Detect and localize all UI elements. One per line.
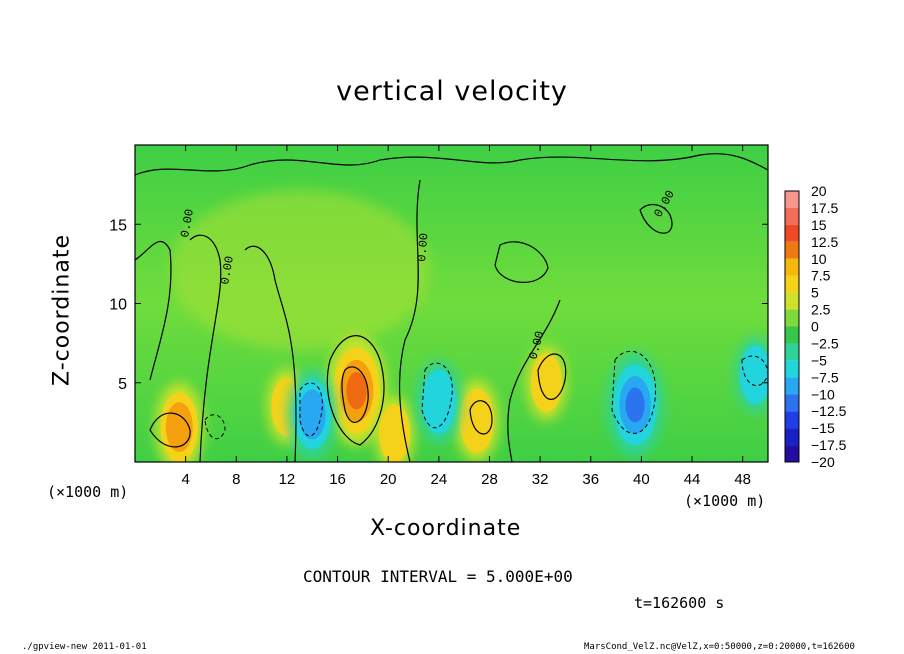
contour-label: 0.00 <box>415 232 431 262</box>
x-tick-label: 36 <box>582 471 599 488</box>
colorbar-swatch <box>785 445 799 462</box>
x-tick-label: 28 <box>481 471 498 488</box>
chart-title: vertical velocity <box>336 76 568 107</box>
y-axis-label: Z-coordinate <box>49 234 75 386</box>
colorbar-swatch <box>785 292 799 310</box>
colorbar-swatch <box>785 309 799 327</box>
x-tick-label: 4 <box>181 471 189 488</box>
colorbar-swatch <box>785 191 799 208</box>
colorbar-label: 5 <box>811 285 819 301</box>
colorbar-label: 15 <box>811 217 827 233</box>
x-tick-label: 32 <box>532 471 549 488</box>
contour-line <box>494 241 549 283</box>
field-downdraft <box>625 387 645 423</box>
x-tick-label: 40 <box>633 471 650 488</box>
contour-label: 0.00 <box>218 255 237 286</box>
colorbar-label: 7.5 <box>811 268 831 284</box>
footer-right: MarsCond_VelZ.nc@VelZ,x=0:50000,z=0:2000… <box>584 642 855 652</box>
contour-line <box>135 153 768 176</box>
field-updraft <box>378 404 411 462</box>
colorbar-label: −12.5 <box>811 403 847 419</box>
x-tick-label: 44 <box>684 471 701 488</box>
colorbar-label: −2.5 <box>811 335 839 351</box>
x-tick-label: 24 <box>430 471 447 488</box>
contour-line-negative <box>611 350 657 434</box>
contour-line <box>326 335 385 446</box>
y-tick-label: 10 <box>109 297 127 314</box>
contour-line <box>639 203 673 234</box>
colorbar-swatch <box>785 258 799 276</box>
contour-interval: CONTOUR INTERVAL = 5.000E+00 <box>303 567 573 586</box>
y-axis-unit: (×1000 m) <box>47 483 129 501</box>
colorbar-label: 17.5 <box>811 200 838 216</box>
colorbar-label: 2.5 <box>811 302 831 318</box>
colorbar-label: −20 <box>811 454 835 470</box>
colorbar-label: −10 <box>811 386 835 402</box>
contour-line-negative <box>204 414 226 440</box>
field-updraft <box>530 353 563 412</box>
contour-line <box>149 412 191 448</box>
contour-label: 0.00 <box>178 208 197 239</box>
colorbar-label: −15 <box>811 420 835 436</box>
contour-line <box>398 179 421 462</box>
colorbar-swatch <box>785 343 799 361</box>
x-tick-label: 12 <box>279 471 296 488</box>
time-label: t=162600 s <box>634 594 725 612</box>
contour-line-negative <box>421 362 453 429</box>
colorbar-label: 20 <box>811 183 827 199</box>
contour-line <box>189 234 222 462</box>
colorbar-swatch <box>785 224 799 242</box>
colorbar-swatch <box>785 241 799 259</box>
contour-line <box>507 299 561 462</box>
colorbar-frame <box>784 190 800 463</box>
field-downdraft <box>739 345 768 405</box>
colorbar-swatch <box>785 326 799 344</box>
colorbar-swatch <box>785 207 799 225</box>
contour-line <box>469 400 493 435</box>
contour-line <box>135 241 172 381</box>
x-axis-unit: (×1000 m) <box>684 492 766 510</box>
colorbar-swatch <box>785 394 799 412</box>
colorbar-label: −17.5 <box>811 437 847 453</box>
x-axis-label: X-coordinate <box>370 516 522 541</box>
contour-line <box>537 353 567 400</box>
colorbar-swatch <box>785 411 799 429</box>
x-tick-label: 16 <box>329 471 346 488</box>
colorbar-swatch <box>785 275 799 293</box>
x-tick-label: 20 <box>380 471 397 488</box>
y-tick-label: 5 <box>118 376 127 393</box>
colorbar-label: 0 <box>811 319 819 335</box>
x-tick-label: 48 <box>734 471 751 488</box>
field-downdraft <box>298 389 326 440</box>
field-downdraft <box>421 369 456 434</box>
field-updraft <box>165 402 193 453</box>
field-updraft <box>459 388 494 453</box>
contour-line <box>244 245 297 462</box>
colorbar-swatch <box>785 360 799 378</box>
colorbar-label: −5 <box>811 352 827 368</box>
y-tick-label: 15 <box>109 217 127 234</box>
contour-line-negative <box>299 382 323 437</box>
field-yellow-band <box>170 190 430 350</box>
field-updraft <box>346 371 367 410</box>
colorbar-label: 12.5 <box>811 234 838 250</box>
colorbar-label: 10 <box>811 251 827 267</box>
colorbar-swatch <box>785 377 799 395</box>
x-tick-label: 8 <box>232 471 240 488</box>
footer-left: ./gpview-new 2011-01-01 <box>22 642 147 652</box>
contour-line <box>341 366 369 423</box>
colorbar-swatch <box>785 428 799 446</box>
colorbar-label: −7.5 <box>811 369 839 385</box>
